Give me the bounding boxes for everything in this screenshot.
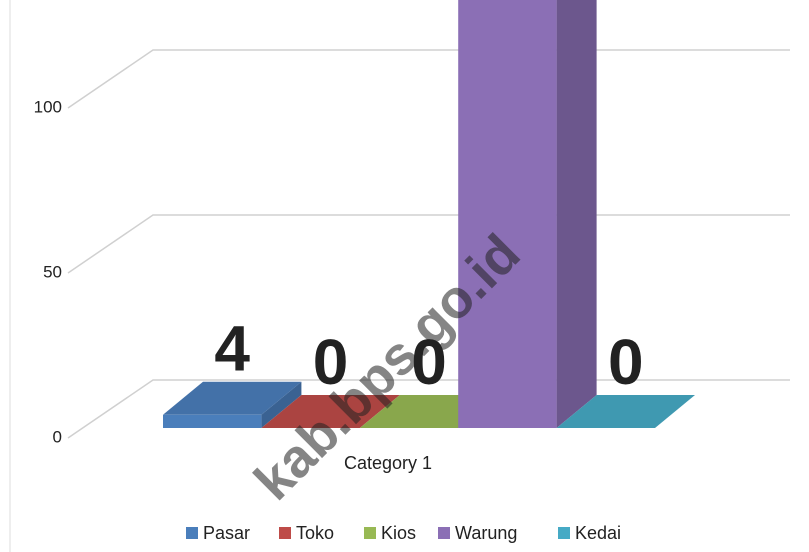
bar-top — [163, 381, 302, 415]
bar — [163, 414, 262, 428]
data-label: 0 — [411, 326, 447, 398]
legend-label: Warung — [455, 523, 517, 543]
y-tick-label: 0 — [53, 427, 62, 446]
legend-label: Kedai — [575, 523, 621, 543]
bars — [163, 0, 695, 428]
y-tick-label: 100 — [34, 97, 62, 116]
legend-label: Kios — [381, 523, 416, 543]
legend-swatch — [364, 527, 376, 539]
bar — [458, 0, 557, 428]
legend-swatch — [279, 527, 291, 539]
bar-top — [261, 395, 400, 428]
bar-side — [261, 381, 302, 428]
bar-top — [556, 395, 695, 428]
x-tick-label: Category 1 — [344, 453, 432, 473]
legend-swatch — [438, 527, 450, 539]
legend-label: Toko — [296, 523, 334, 543]
data-label: 0 — [313, 326, 349, 398]
legend-swatch — [186, 527, 198, 539]
bar-side — [556, 0, 597, 428]
legend-swatch — [558, 527, 570, 539]
y-tick-label: 50 — [43, 262, 62, 281]
data-label: 0 — [608, 326, 644, 398]
legend-label: Pasar — [203, 523, 250, 543]
data-label: 4 — [214, 313, 250, 385]
